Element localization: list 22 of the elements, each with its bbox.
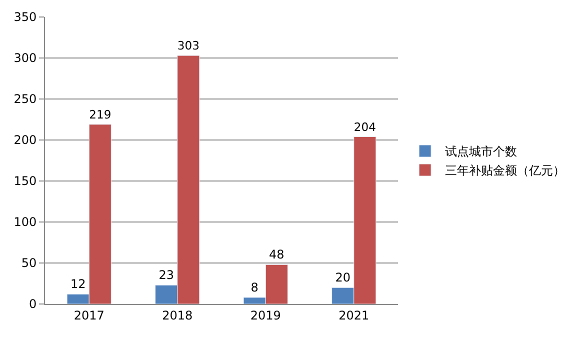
y-tick-label: 150 [14,174,37,188]
y-tick-label: 300 [14,51,37,66]
legend-label: 三年补贴金额（亿元） [445,164,566,178]
data-label: 20 [335,270,350,285]
y-tick-label: 100 [14,215,37,230]
x-tick-label: 2018 [162,308,193,322]
y-tick-label: 50 [21,256,37,270]
data-label: 219 [89,108,112,122]
data-label: 12 [70,277,86,292]
data-label: 204 [354,120,376,134]
x-tick-label: 2019 [250,308,281,322]
legend-label: 试点城市个数 [445,144,518,159]
y-tick-label: 200 [14,133,37,148]
data-label: 23 [158,268,174,282]
data-label: 8 [250,280,258,294]
x-tick-label: 2017 [74,308,104,322]
y-tick-label: 350 [14,10,37,24]
y-tick-label: 250 [14,92,37,106]
data-label: 48 [269,248,284,262]
y-tick-label: 0 [28,297,37,312]
data-label: 303 [177,38,200,53]
x-tick-label: 2021 [338,308,370,322]
